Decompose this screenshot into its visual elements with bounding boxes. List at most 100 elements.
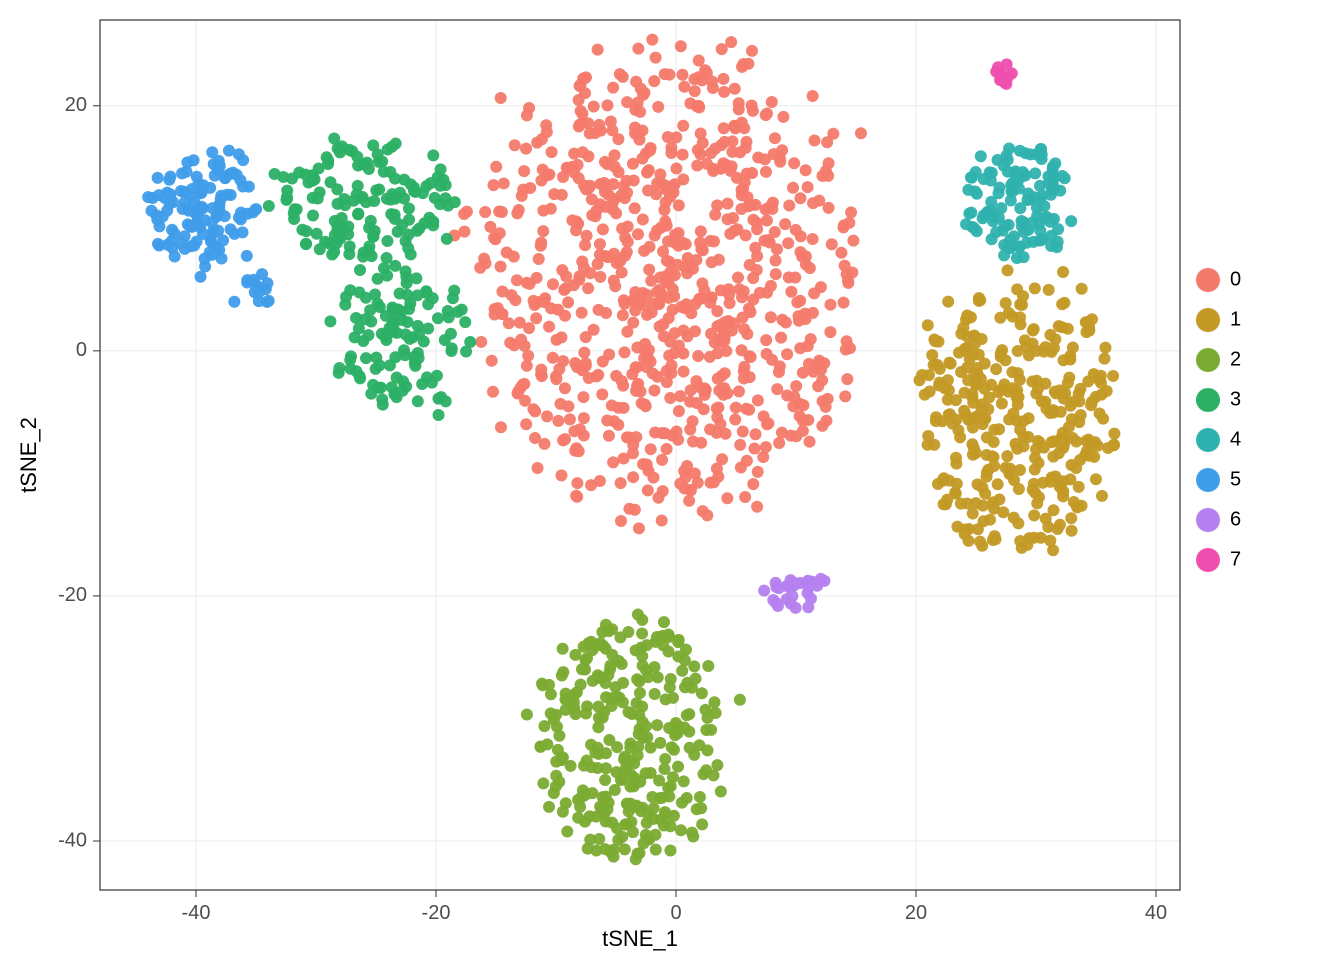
scatter-point	[1047, 404, 1059, 416]
scatter-point	[741, 168, 753, 180]
scatter-point	[647, 472, 659, 484]
scatter-point	[288, 213, 300, 225]
scatter-point	[938, 498, 950, 510]
scatter-point	[344, 284, 356, 296]
scatter-point	[642, 352, 654, 364]
scatter-point	[374, 301, 386, 313]
scatter-point	[350, 312, 362, 324]
scatter-point	[615, 477, 627, 489]
scatter-point	[645, 443, 657, 455]
scatter-point	[652, 492, 664, 504]
scatter-point	[674, 478, 686, 490]
scatter-point	[378, 262, 390, 274]
scatter-point	[1013, 183, 1025, 195]
scatter-point	[594, 271, 606, 283]
scatter-point	[530, 312, 542, 324]
scatter-point	[646, 34, 658, 46]
scatter-point	[397, 375, 409, 387]
scatter-point	[164, 188, 176, 200]
x-tick-label: -20	[422, 902, 451, 924]
scatter-point	[1095, 370, 1107, 382]
scatter-point	[1023, 349, 1035, 361]
scatter-point	[961, 345, 973, 357]
scatter-point	[1002, 264, 1014, 276]
scatter-point	[749, 428, 761, 440]
scatter-point	[718, 86, 730, 98]
scatter-point	[241, 208, 253, 220]
scatter-point	[842, 277, 854, 289]
scatter-point	[1012, 398, 1024, 410]
scatter-point	[975, 150, 987, 162]
scatter-point	[774, 360, 786, 372]
scatter-point	[580, 331, 592, 343]
scatter-point	[673, 340, 685, 352]
scatter-point	[509, 139, 521, 151]
scatter-point	[968, 442, 980, 454]
scatter-point	[664, 191, 676, 203]
scatter-point	[641, 459, 653, 471]
scatter-point	[1074, 383, 1086, 395]
scatter-point	[1004, 468, 1016, 480]
scatter-point	[844, 342, 856, 354]
scatter-point	[677, 120, 689, 132]
scatter-point	[281, 185, 293, 197]
scatter-point	[799, 308, 811, 320]
scatter-point	[735, 462, 747, 474]
scatter-point	[732, 272, 744, 284]
scatter-point	[782, 581, 794, 593]
scatter-point	[543, 679, 555, 691]
scatter-point	[722, 213, 734, 225]
scatter-point	[334, 232, 346, 244]
scatter-point	[978, 173, 990, 185]
scatter-point	[765, 311, 777, 323]
scatter-point	[987, 451, 999, 463]
scatter-point	[722, 198, 734, 210]
scatter-point	[769, 132, 781, 144]
scatter-point	[617, 380, 629, 392]
scatter-point	[537, 225, 549, 237]
scatter-point	[550, 756, 562, 768]
scatter-point	[695, 802, 707, 814]
scatter-point	[603, 797, 615, 809]
scatter-point	[360, 196, 372, 208]
scatter-point	[619, 346, 631, 358]
scatter-point	[734, 439, 746, 451]
scatter-point	[1062, 377, 1074, 389]
y-tick-label: -20	[58, 584, 87, 606]
scatter-point	[1056, 321, 1068, 333]
scatter-point	[845, 206, 857, 218]
scatter-point	[609, 784, 621, 796]
scatter-point	[672, 434, 684, 446]
scatter-point	[996, 397, 1008, 409]
scatter-point	[608, 851, 620, 863]
scatter-point	[599, 774, 611, 786]
scatter-point	[943, 409, 955, 421]
scatter-point	[486, 355, 498, 367]
scatter-point	[612, 419, 624, 431]
scatter-point	[782, 237, 794, 249]
scatter-point	[518, 165, 530, 177]
scatter-point	[442, 305, 454, 317]
scatter-point	[775, 332, 787, 344]
legend-swatch-icon	[1196, 428, 1220, 452]
scatter-point	[676, 797, 688, 809]
scatter-point	[495, 92, 507, 104]
legend-swatch-icon	[1196, 548, 1220, 572]
scatter-point	[654, 168, 666, 180]
legend-label: 7	[1230, 548, 1241, 570]
scatter-point	[594, 178, 606, 190]
scatter-point	[508, 251, 520, 263]
scatter-point	[835, 247, 847, 259]
scatter-point	[1090, 473, 1102, 485]
scatter-point	[439, 334, 451, 346]
scatter-point	[839, 390, 851, 402]
scatter-point	[923, 369, 935, 381]
scatter-point	[560, 688, 572, 700]
scatter-point	[665, 147, 677, 159]
scatter-point	[638, 87, 650, 99]
scatter-point	[1002, 154, 1014, 166]
scatter-point	[576, 663, 588, 675]
scatter-point	[309, 173, 321, 185]
scatter-point	[475, 336, 487, 348]
scatter-point	[206, 216, 218, 228]
